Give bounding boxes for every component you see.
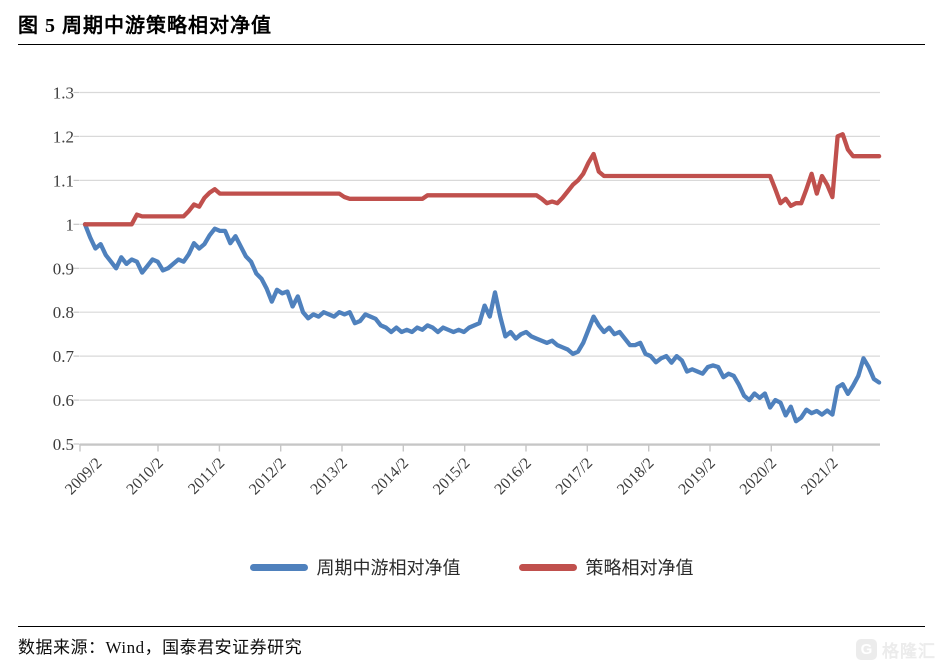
x-tick-label: 2021/2 bbox=[798, 455, 841, 498]
legend-item-cycle-midstream: 周期中游相对净值 bbox=[249, 554, 461, 580]
x-tick-label: 2020/2 bbox=[737, 455, 780, 498]
legend-item-strategy: 策略相对净值 bbox=[518, 554, 694, 580]
x-tick-label: 2017/2 bbox=[553, 455, 596, 498]
legend-label-cycle-midstream: 周期中游相对净值 bbox=[316, 558, 461, 578]
y-tick-label: 1.2 bbox=[53, 127, 74, 146]
y-tick-label: 1 bbox=[66, 215, 75, 234]
x-tick-label: 2013/2 bbox=[307, 455, 350, 498]
x-tick-label: 2019/2 bbox=[675, 455, 718, 498]
x-tick-label: 2012/2 bbox=[246, 455, 289, 498]
gelonghui-logo-icon: G bbox=[856, 639, 877, 660]
legend-swatch-red-line bbox=[518, 563, 577, 571]
x-tick-label: 2016/2 bbox=[491, 455, 534, 498]
series-line-0 bbox=[82, 222, 882, 424]
series-line-1 bbox=[82, 132, 882, 227]
legend-label-strategy: 策略相对净值 bbox=[585, 558, 694, 578]
x-tick-label: 2010/2 bbox=[123, 455, 166, 498]
y-tick-label: 0.6 bbox=[53, 391, 74, 410]
legend-swatch-blue-line bbox=[249, 563, 308, 571]
y-axis-labels: 1.3 1.2 1.1 1 0.9 0.8 0.7 0.6 0.5 bbox=[53, 84, 75, 455]
x-tick-label: 2014/2 bbox=[369, 455, 412, 498]
x-tick-label: 2015/2 bbox=[430, 455, 473, 498]
x-axis-labels: 2009/2 2010/2 2011/2 2012/2 2013/2 2014/2 2015… bbox=[62, 455, 841, 498]
x-tick-label: 2018/2 bbox=[614, 455, 657, 498]
title-divider bbox=[18, 44, 925, 45]
x-tick-label: 2009/2 bbox=[62, 455, 105, 498]
footer-divider bbox=[18, 626, 925, 627]
data-source: 数据来源：Wind，国泰君安证券研究 bbox=[18, 638, 303, 657]
gelonghui-watermark: G 格隆汇 bbox=[856, 637, 936, 662]
y-tick-label: 0.8 bbox=[53, 303, 74, 322]
figure-title: 图 5 周期中游策略相对净值 bbox=[18, 15, 272, 37]
x-tick-label: 2011/2 bbox=[185, 455, 228, 498]
y-tick-label: 0.5 bbox=[53, 435, 74, 454]
y-tick-label: 0.9 bbox=[53, 259, 74, 278]
axes bbox=[73, 91, 880, 452]
y-tick-label: 1.1 bbox=[53, 171, 74, 190]
gridlines bbox=[80, 91, 880, 445]
y-tick-label: 1.3 bbox=[53, 84, 74, 103]
chart-legend: 周期中游相对净值 策略相对净值 bbox=[0, 554, 943, 580]
gelonghui-watermark-text: 格隆汇 bbox=[882, 642, 936, 661]
y-tick-label: 0.7 bbox=[53, 347, 75, 366]
